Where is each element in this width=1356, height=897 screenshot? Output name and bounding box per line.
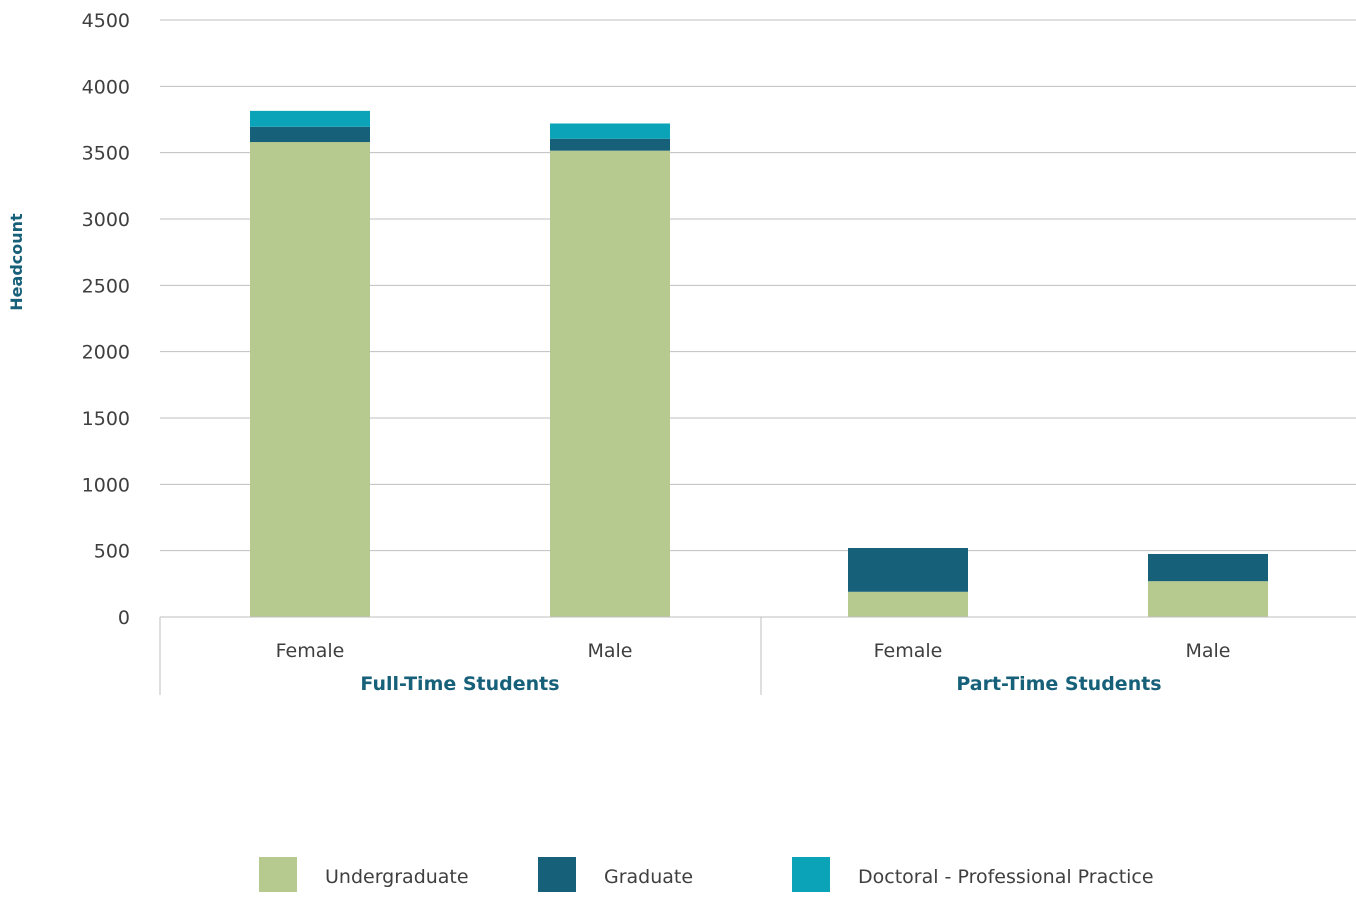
- legend-label: Undergraduate: [325, 866, 469, 888]
- legend-swatch: [259, 857, 297, 892]
- legend-item: Doctoral - Professional Practice: [792, 857, 1154, 892]
- y-tick-label: 4500: [82, 10, 130, 32]
- x-axis: Female Male Female Male Full-Time Students Pa…: [159, 616, 1356, 695]
- legend-swatch: [538, 857, 576, 892]
- x-tick-label: Female: [874, 640, 943, 662]
- x-tick-label: Female: [276, 640, 345, 662]
- y-tick-label: 1500: [82, 408, 130, 430]
- group-label: Part-Time Students: [956, 673, 1161, 695]
- bar-graduate-3: [1148, 553, 1268, 582]
- bar-undergraduate-0: [250, 142, 370, 617]
- legend-item: Undergraduate: [259, 857, 469, 892]
- y-axis-ticks: 0 500 1000 1500 2000 2500 3000 3500 4000 4500: [82, 10, 130, 629]
- bar-doctoral-professional-practice-1: [550, 123, 670, 139]
- bar-graduate-2: [848, 548, 968, 592]
- bar-undergraduate-2: [848, 591, 968, 617]
- y-tick-label: 2000: [82, 342, 130, 364]
- y-tick-label: 0: [118, 607, 130, 629]
- legend: Undergraduate Graduate Doctoral - Professi…: [259, 857, 1154, 892]
- legend-label: Graduate: [604, 866, 693, 888]
- bar-graduate-1: [550, 138, 670, 151]
- legend-item: Graduate: [538, 857, 693, 892]
- bar-undergraduate-3: [1148, 581, 1268, 617]
- bar-graduate-0: [250, 126, 370, 143]
- x-tick-label: Male: [587, 640, 632, 662]
- y-tick-label: 4000: [82, 76, 130, 98]
- x-tick-label: Male: [1185, 640, 1230, 662]
- legend-swatch: [792, 857, 830, 892]
- bars: [250, 110, 1268, 617]
- y-tick-label: 2500: [82, 275, 130, 297]
- y-tick-label: 3000: [82, 209, 130, 231]
- y-tick-label: 3500: [82, 143, 130, 165]
- legend-label: Doctoral - Professional Practice: [858, 866, 1154, 888]
- bar-undergraduate-1: [550, 150, 670, 617]
- y-tick-label: 1000: [82, 474, 130, 496]
- bar-doctoral-professional-practice-0: [250, 110, 370, 127]
- y-tick-label: 500: [94, 541, 130, 563]
- group-label: Full-Time Students: [360, 673, 559, 695]
- y-axis-title: Headcount: [7, 213, 26, 311]
